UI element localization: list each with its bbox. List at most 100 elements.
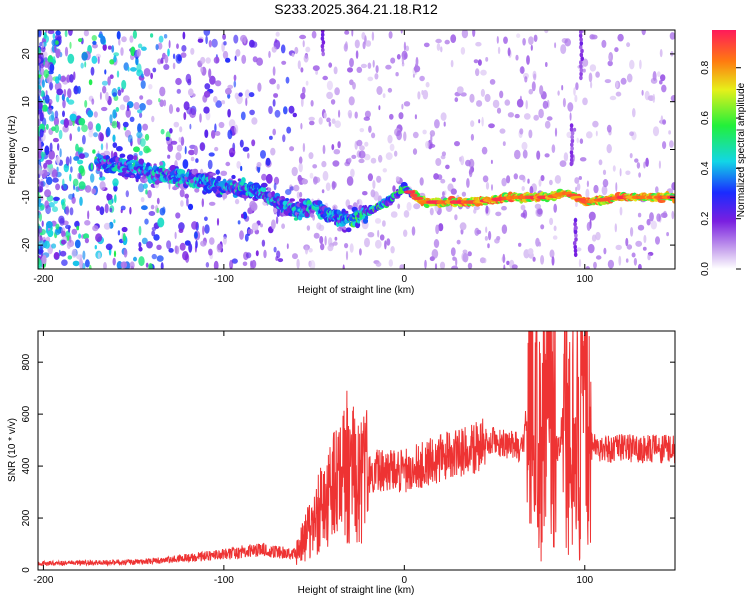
noise-blob	[40, 204, 45, 211]
noise-blob	[52, 137, 59, 143]
noise-blob	[58, 129, 63, 140]
noise-blob	[387, 134, 393, 144]
noise-blob	[268, 105, 273, 115]
noise-blob	[51, 169, 58, 179]
noise-blob	[74, 239, 81, 249]
ridge-blob	[271, 191, 276, 197]
noise-blob	[64, 30, 68, 38]
noise-blob	[606, 124, 612, 133]
noise-blob	[374, 218, 382, 224]
ridge-blob	[364, 215, 369, 220]
noise-blob	[55, 49, 61, 59]
noise-blob	[615, 91, 622, 97]
noise-blob	[167, 154, 171, 159]
noise-blob	[285, 189, 292, 195]
noise-blob	[587, 243, 595, 254]
snr-plot-area	[38, 331, 675, 567]
noise-blob	[528, 36, 534, 45]
noise-blob	[113, 55, 117, 63]
noise-blob	[670, 95, 675, 102]
noise-blob	[180, 52, 187, 58]
noise-blob	[178, 228, 184, 233]
noise-blob	[140, 80, 146, 89]
noise-blob	[430, 134, 433, 143]
noise-blob	[514, 113, 520, 119]
noise-blob	[123, 95, 130, 103]
noise-blob	[136, 48, 141, 57]
noise-blob	[126, 104, 130, 112]
noise-blob	[222, 50, 229, 60]
noise-blob	[476, 100, 483, 107]
noise-blob	[144, 218, 149, 225]
ridge-blob	[241, 177, 246, 184]
noise-blob	[51, 111, 55, 121]
noise-blob	[344, 30, 350, 35]
streak-blob	[579, 37, 583, 42]
noise-blob	[52, 56, 56, 66]
noise-blob	[349, 243, 354, 253]
noise-blob	[376, 86, 383, 95]
noise-blob	[185, 253, 190, 263]
noise-blob	[539, 85, 544, 96]
noise-blob	[576, 247, 582, 252]
noise-blob	[297, 60, 301, 70]
x-tick-label: -200	[33, 274, 53, 285]
noise-blob	[168, 40, 171, 49]
noise-blob	[475, 68, 480, 77]
noise-blob	[204, 224, 210, 234]
noise-blob	[506, 175, 511, 184]
noise-blob	[300, 97, 304, 108]
noise-blob	[545, 62, 548, 67]
noise-blob	[332, 241, 338, 246]
noise-blob	[367, 76, 374, 82]
streak-blob	[578, 33, 583, 39]
noise-blob	[91, 98, 95, 105]
noise-blob	[181, 45, 187, 52]
noise-blob	[44, 145, 50, 156]
noise-blob	[424, 259, 427, 269]
noise-blob	[425, 81, 430, 88]
noise-blob	[213, 56, 220, 64]
noise-blob	[435, 224, 440, 235]
noise-blob	[638, 172, 641, 178]
noise-blob	[569, 112, 572, 121]
noise-blob	[659, 49, 663, 58]
noise-blob	[39, 67, 45, 77]
noise-blob	[204, 83, 211, 90]
noise-blob	[141, 237, 148, 245]
noise-blob	[55, 155, 61, 165]
noise-blob	[73, 156, 80, 161]
noise-blob	[360, 63, 367, 69]
noise-blob	[582, 58, 589, 67]
noise-blob	[375, 239, 382, 249]
noise-blob	[190, 156, 195, 162]
noise-blob	[48, 107, 53, 114]
noise-blob	[414, 114, 417, 120]
noise-blob	[172, 62, 176, 70]
noise-blob	[276, 83, 280, 90]
noise-blob	[159, 207, 166, 216]
noise-blob	[579, 138, 584, 144]
streak-blob	[579, 71, 583, 77]
noise-blob	[157, 42, 163, 50]
noise-blob	[487, 243, 490, 249]
noise-blob	[233, 34, 239, 44]
noise-blob	[386, 238, 391, 246]
noise-blob	[321, 189, 325, 194]
noise-blob	[476, 229, 482, 235]
noise-blob	[454, 141, 460, 147]
noise-blob	[71, 196, 76, 204]
noise-blob	[52, 33, 56, 40]
noise-blob	[625, 170, 631, 176]
noise-blob	[133, 102, 140, 110]
streak-blob	[573, 229, 578, 235]
noise-blob	[301, 178, 308, 185]
streak-blob	[579, 67, 584, 73]
noise-blob	[217, 243, 223, 251]
noise-blob	[451, 177, 456, 183]
noise-blob	[102, 85, 107, 94]
noise-blob	[178, 137, 182, 143]
noise-blob	[362, 41, 366, 50]
ridge-blob	[138, 158, 145, 165]
noise-blob	[208, 68, 212, 79]
